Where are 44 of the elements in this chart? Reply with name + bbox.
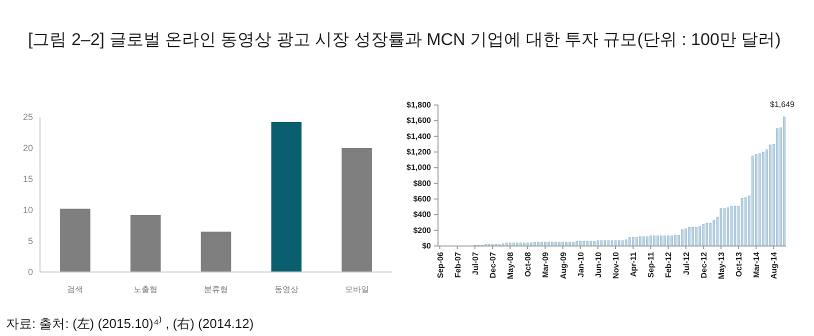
y-tick-label: $800 [413, 178, 432, 188]
x-tick-label: Aug-09 [558, 251, 568, 280]
y-tick-label: $1,600 [406, 116, 432, 126]
x-tick-label: May-13 [716, 251, 726, 280]
y-tick-label: 0 [28, 267, 33, 277]
x-tick-label: Dec-07 [488, 251, 498, 278]
x-tick-label: 모바일 [344, 285, 369, 294]
x-tick-label: Feb-12 [664, 251, 674, 278]
x-tick-label: Jul-07 [470, 251, 480, 276]
x-tick-label: Jul-12 [682, 251, 691, 276]
y-tick-label: 20 [22, 143, 33, 153]
y-tick-label: 25 [22, 112, 33, 122]
x-tick-label: 동영상 [274, 285, 298, 294]
y-tick-label: 15 [22, 174, 33, 184]
x-tick-label: 노출형 [134, 285, 158, 294]
y-tick-label: $1,400 [406, 132, 432, 141]
text: 자료: 출처: (左) (2015.10)⁴⁾ , (右) (2014.12) [6, 316, 254, 331]
x-tick-label: Jun-10 [594, 251, 603, 278]
x-tick-label: May-08 [506, 251, 516, 280]
x-tick-label: Mar-14 [752, 251, 762, 278]
x-tick-label: Sep-11 [646, 251, 656, 278]
y-tick-label: $600 [413, 194, 432, 204]
y-tick-label: $1,000 [406, 163, 432, 172]
y-tick-label: $1,200 [406, 148, 432, 156]
y-tick-label: $400 [413, 210, 432, 220]
x-tick-label: Apr-11 [629, 251, 638, 277]
y-tick-label: 5 [28, 236, 33, 246]
data-label: $1,649 [770, 100, 796, 109]
y-tick-label: 10 [22, 205, 33, 215]
x-tick-label: Oct-08 [524, 251, 533, 277]
x-tick-label: Sep-06 [436, 251, 445, 278]
y-tick-label: $200 [413, 226, 432, 235]
x-tick-label: Mar-09 [541, 251, 550, 278]
chart-title: [그림 2–2] 글로벌 온라인 동영상 광고 시장 성장률과 MCN 기업에 대한 투자 규모(단위 : 100만 달러) [28, 30, 781, 49]
x-tick-label: Dec-12 [699, 251, 708, 278]
x-tick-label: Aug-14 [770, 251, 779, 280]
x-tick-label: Jan-10 [576, 251, 586, 278]
x-tick-label: Nov-10 [612, 251, 621, 279]
y-tick-label: $1,800 [406, 100, 432, 110]
x-tick-label: Feb-07 [453, 251, 462, 278]
x-tick-label: 분류형 [204, 285, 228, 294]
y-tick-label: $0 [422, 242, 432, 250]
x-tick-label: 검색 [67, 285, 84, 294]
x-tick-label: Oct-13 [734, 251, 744, 277]
